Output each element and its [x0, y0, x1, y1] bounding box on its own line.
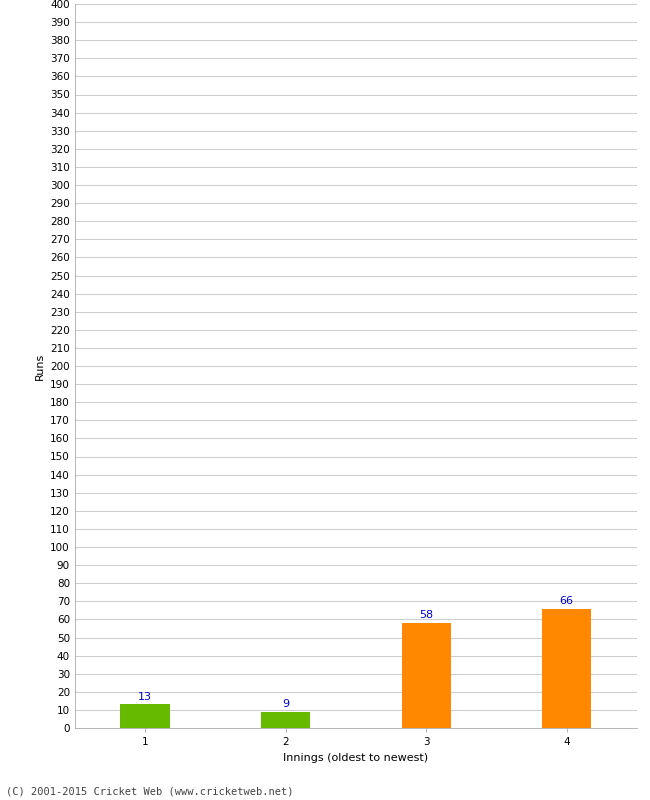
Text: 66: 66 [560, 596, 574, 606]
Text: (C) 2001-2015 Cricket Web (www.cricketweb.net): (C) 2001-2015 Cricket Web (www.cricketwe… [6, 786, 294, 796]
Y-axis label: Runs: Runs [34, 352, 45, 380]
X-axis label: Innings (oldest to newest): Innings (oldest to newest) [283, 753, 428, 762]
Bar [402, 623, 450, 728]
Text: 13: 13 [138, 692, 152, 702]
Bar [120, 705, 170, 728]
Bar [542, 609, 592, 728]
Text: 9: 9 [282, 699, 289, 709]
Text: 58: 58 [419, 610, 433, 620]
Bar [261, 712, 310, 728]
